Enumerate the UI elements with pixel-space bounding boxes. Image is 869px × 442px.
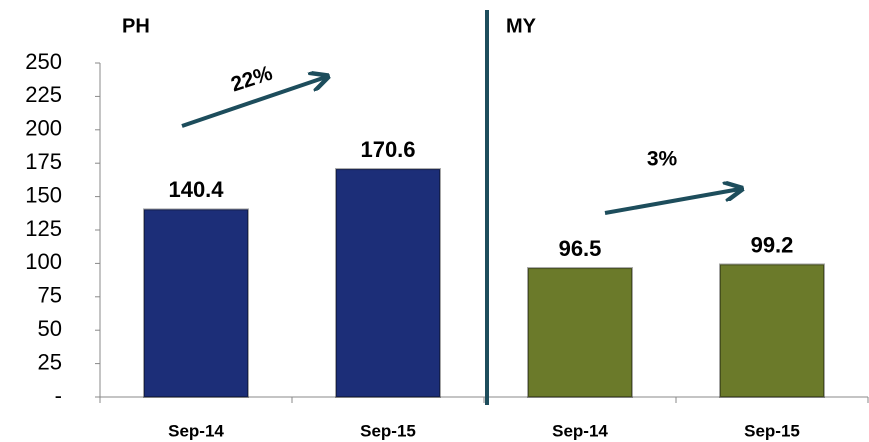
y-tick-label: 100: [25, 249, 62, 274]
data-label: 99.2: [751, 232, 794, 257]
x-tick-label: Sep-14: [168, 421, 224, 440]
bar: [527, 267, 633, 398]
trend-arrow: [604, 189, 740, 215]
y-tick-label: 50: [38, 316, 62, 341]
y-tick-label: 175: [25, 149, 62, 174]
x-tick-label: Sep-15: [360, 421, 416, 440]
bar: [335, 168, 441, 398]
panel-label: MY: [506, 15, 537, 37]
bar: [143, 208, 249, 398]
y-tick-label: 25: [38, 349, 62, 374]
panel-label: PH: [122, 15, 150, 37]
y-tick-label: 75: [38, 283, 62, 308]
data-label: 140.4: [168, 177, 224, 202]
y-tick-label: 250: [25, 49, 62, 74]
y-tick-label: -: [55, 383, 62, 408]
trend-arrow: [181, 77, 326, 128]
x-tick-label: Sep-14: [552, 421, 608, 440]
data-label: 96.5: [559, 236, 602, 261]
annotation: 22%: [228, 62, 275, 97]
bar: [719, 263, 825, 399]
x-tick-label: Sep-15: [744, 421, 800, 440]
y-tick-label: 150: [25, 182, 62, 207]
y-tick-label: 225: [25, 82, 62, 107]
annotation: 3%: [647, 148, 678, 171]
y-tick-label: 200: [25, 116, 62, 141]
data-label: 170.6: [360, 137, 415, 162]
y-tick-label: 125: [25, 216, 62, 241]
